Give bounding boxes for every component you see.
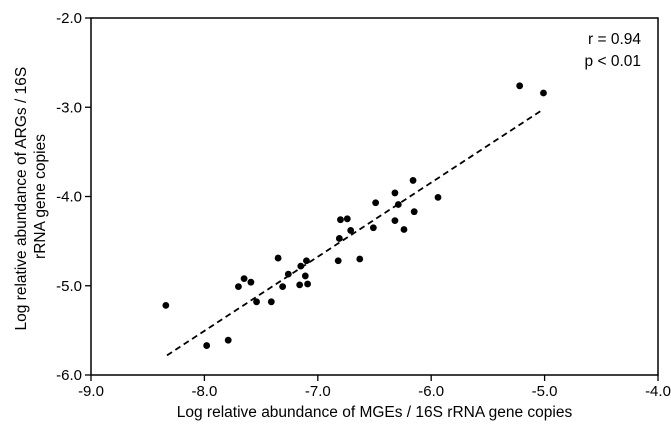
data-point: [372, 199, 380, 207]
y-axis-title: Log relative abundance of ARGs / 16S rRN…: [13, 63, 49, 331]
data-point: [400, 226, 408, 233]
data-point: [253, 298, 260, 306]
data-point: [267, 298, 275, 306]
x-tick-label: -5.0: [532, 383, 558, 400]
y-tick-label: -4.0: [56, 189, 82, 206]
correlation-annotation: r = 0.94: [588, 31, 641, 48]
data-point: [296, 281, 304, 289]
x-tick-label: -9.0: [78, 383, 104, 400]
data-point: [394, 201, 402, 208]
data-point: [301, 272, 309, 280]
data-point: [284, 270, 292, 278]
data-point: [335, 235, 343, 242]
data-point: [235, 283, 242, 291]
x-tick-label: -4.0: [645, 383, 671, 400]
data-point: [224, 336, 232, 344]
data-point: [356, 255, 364, 263]
data-point: [162, 301, 170, 309]
y-tick-label: -3.0: [56, 99, 82, 116]
data-point: [304, 280, 311, 288]
y-axis-title-line-1: Log relative abundance of ARGs / 16S: [13, 67, 30, 331]
p-value-annotation: p < 0.01: [585, 53, 641, 70]
x-tick-label: -8.0: [191, 383, 217, 400]
data-point: [369, 224, 377, 232]
plot-frame: [90, 17, 659, 376]
data-point: [409, 177, 417, 184]
data-point: [516, 82, 524, 90]
data-point: [434, 193, 442, 201]
data-point: [274, 254, 282, 262]
data-point: [240, 275, 248, 283]
data-point: [297, 262, 305, 270]
data-point: [343, 215, 351, 223]
x-tick-label: -6.0: [418, 383, 444, 400]
data-point: [279, 283, 287, 291]
data-point: [337, 216, 344, 224]
data-point: [303, 257, 310, 265]
y-axis-title-line-2: rRNA gene copies: [32, 134, 49, 259]
data-point: [410, 208, 418, 216]
data-point: [334, 257, 342, 265]
y-tick-label: -2.0: [56, 10, 82, 27]
regression-line: [166, 109, 543, 357]
y-tick-label: -6.0: [56, 367, 82, 384]
data-point: [203, 342, 211, 349]
y-tick-label: -5.0: [56, 278, 82, 295]
data-point: [347, 227, 355, 234]
data-point: [391, 217, 399, 224]
data-point: [391, 189, 399, 197]
data-point: [540, 89, 547, 97]
data-point: [247, 278, 255, 286]
x-tick-label: -7.0: [305, 383, 331, 400]
x-axis-title: Log relative abundance of MGEs / 16S rRN…: [177, 404, 573, 421]
